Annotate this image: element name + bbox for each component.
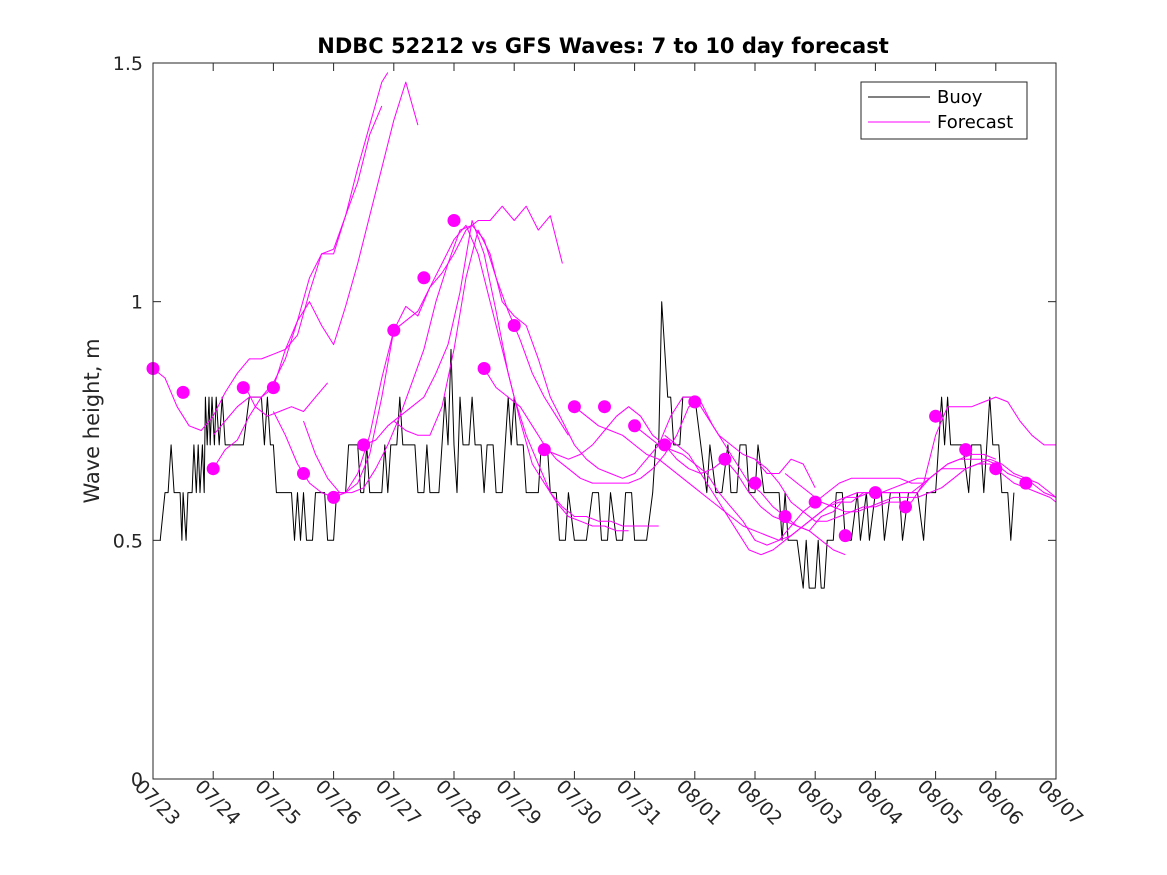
x-tick-label-12: 08/04 <box>853 776 907 830</box>
forecast-marker-20 <box>748 476 762 490</box>
x-tick-label-10: 08/02 <box>732 776 786 830</box>
y-axis-label: Wave height, m <box>80 338 104 503</box>
x-tick-label-7: 07/30 <box>552 776 606 830</box>
forecast-marker-8 <box>387 323 401 337</box>
forecast-marker-6 <box>327 490 341 504</box>
forecast-marker-24 <box>868 486 882 500</box>
plot-frame <box>152 62 1057 780</box>
x-tick-label-14: 08/06 <box>973 776 1027 830</box>
forecast-marker-17 <box>658 438 672 452</box>
forecast-marker-13 <box>537 443 551 457</box>
forecast-marker-25 <box>899 500 912 514</box>
forecast-marker-15 <box>598 400 611 414</box>
forecast-series-line-8 <box>363 220 629 532</box>
forecast-marker-16 <box>628 419 642 433</box>
forecast-marker-3 <box>236 381 250 395</box>
forecast-marker-28 <box>989 462 1003 476</box>
forecast-series-line-9 <box>393 229 816 489</box>
forecast-series-line-16 <box>784 458 1057 513</box>
forecast-marker-26 <box>929 409 943 423</box>
forecast-marker-5 <box>297 467 310 480</box>
legend: Buoy Forecast <box>860 81 1028 140</box>
forecast-marker-11 <box>477 362 491 375</box>
x-tick-label-11: 08/03 <box>792 776 846 830</box>
x-tick-label-3: 07/26 <box>311 776 365 830</box>
x-tick-label-13: 08/05 <box>913 776 967 830</box>
y-tick-label-2: 1 <box>131 292 143 314</box>
x-tick-label-5: 07/28 <box>431 776 485 830</box>
forecast-series-line-4 <box>242 382 328 417</box>
y-axis: 0 0.5 1 1.5 <box>113 53 1056 791</box>
marker-layer <box>146 214 1033 543</box>
forecast-marker-2 <box>206 462 220 476</box>
plot-background <box>153 63 1056 779</box>
forecast-series-line-5 <box>272 205 563 498</box>
chart-title: NDBC 52212 vs GFS Waves: 7 to 10 day for… <box>317 34 888 58</box>
legend-box <box>860 81 1028 140</box>
forecast-marker-18 <box>688 395 702 409</box>
y-tick-label-1: 0.5 <box>113 530 143 552</box>
legend-label-forecast: Forecast <box>937 112 1013 133</box>
forecast-series-line-3 <box>212 81 419 469</box>
y-tick-label-3: 1.5 <box>113 53 143 75</box>
forecast-series-line-13 <box>634 425 1057 546</box>
forecast-series-line-7 <box>333 224 659 527</box>
x-tick-label-6: 07/29 <box>491 776 545 830</box>
forecast-marker-12 <box>507 319 521 332</box>
forecast-series-line-2 <box>212 72 389 436</box>
forecast-marker-10 <box>447 214 461 227</box>
x-tick-label-4: 07/27 <box>371 776 425 830</box>
forecast-marker-27 <box>959 443 973 457</box>
x-tick-label-2: 07/25 <box>251 776 305 830</box>
forecast-marker-29 <box>1019 476 1033 490</box>
forecast-marker-9 <box>417 271 431 285</box>
forecast-marker-1 <box>176 385 190 399</box>
y-tick-label-0: 0 <box>131 769 143 791</box>
forecast-marker-19 <box>718 452 732 466</box>
forecast-marker-14 <box>567 400 581 414</box>
forecast-marker-22 <box>808 495 822 509</box>
x-tick-label-1: 07/24 <box>190 776 244 830</box>
plot-area <box>146 62 1057 780</box>
forecast-marker-23 <box>838 529 852 543</box>
forecast-marker-4 <box>266 381 280 395</box>
forecast-series-line-6 <box>303 224 569 494</box>
x-tick-label-8: 07/31 <box>612 776 666 830</box>
x-tick-label-9: 08/01 <box>672 776 726 830</box>
forecast-marker-21 <box>778 510 792 523</box>
forecast-marker-7 <box>357 438 371 452</box>
x-tick-label-15: 08/07 <box>1033 776 1087 830</box>
legend-label-buoy: Buoy <box>937 87 983 108</box>
